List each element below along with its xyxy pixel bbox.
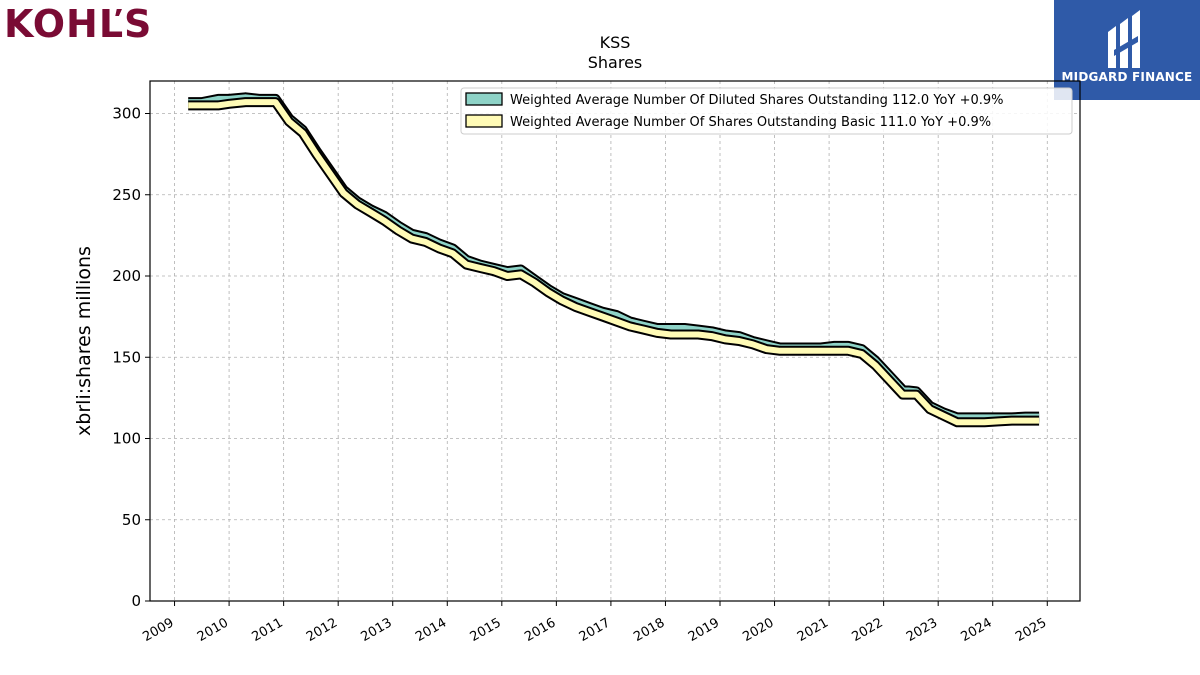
legend-label-basic: Weighted Average Number Of Shares Outsta… xyxy=(510,115,991,130)
publisher-mark-icon xyxy=(1108,10,1140,68)
legend-swatch-diluted xyxy=(465,92,503,106)
x-tick-label: 2015 xyxy=(468,615,504,645)
y-tick-label: 100 xyxy=(112,430,141,448)
x-tick-label: 2016 xyxy=(522,615,558,645)
publisher-name: MIDGARD FINANCE xyxy=(1061,70,1193,84)
grid-lines xyxy=(150,81,1080,602)
publisher-logo: MIDGARD FINANCE xyxy=(1054,0,1200,100)
x-tick-label: 2021 xyxy=(795,615,831,645)
x-tick-label: 2017 xyxy=(577,615,613,645)
legend-swatch-basic xyxy=(465,114,503,128)
y-tick-label: 200 xyxy=(112,267,141,285)
x-tick-label: 2020 xyxy=(740,615,776,645)
y-tick-label: 50 xyxy=(122,511,141,529)
legend: Weighted Average Number Of Diluted Share… xyxy=(460,87,1073,135)
x-tick-label: 2012 xyxy=(304,615,340,645)
x-tick-label: 2025 xyxy=(1013,615,1049,645)
series-layer xyxy=(188,92,1040,428)
y-tick-label: 0 xyxy=(131,592,141,610)
x-tick-label: 2023 xyxy=(904,615,940,645)
x-tick-label: 2013 xyxy=(359,615,395,645)
x-tick-label: 2011 xyxy=(249,615,285,645)
x-tick-label: 2014 xyxy=(413,615,449,645)
x-axis-ticks: 2009 2010 2011 2012 2013 2014 2015 2016 2017 2018… xyxy=(140,601,1049,645)
x-tick-label: 2018 xyxy=(631,615,667,645)
chart-title: KSS xyxy=(600,33,631,52)
series-line-1 xyxy=(188,99,1040,426)
x-tick-label: 2024 xyxy=(959,615,995,645)
y-tick-label: 250 xyxy=(112,186,141,204)
y-tick-label: 300 xyxy=(112,105,141,123)
legend-box xyxy=(460,87,1073,135)
x-tick-label: 2019 xyxy=(686,615,722,645)
chart-subtitle: Shares xyxy=(588,53,643,72)
plot-frame xyxy=(149,80,1081,602)
x-tick-label: 2022 xyxy=(849,615,885,645)
brand-logo: KOHĽS xyxy=(4,2,153,46)
y-tick-label: 150 xyxy=(112,348,141,366)
legend-label-diluted: Weighted Average Number Of Diluted Share… xyxy=(510,93,1004,108)
y-axis-ticks: 0 50 100 150 200 250 300 xyxy=(112,105,150,610)
y-axis-label: xbrli:shares millions xyxy=(73,246,95,436)
x-tick-label: 2010 xyxy=(195,615,231,645)
x-tick-label: 2009 xyxy=(140,615,176,645)
